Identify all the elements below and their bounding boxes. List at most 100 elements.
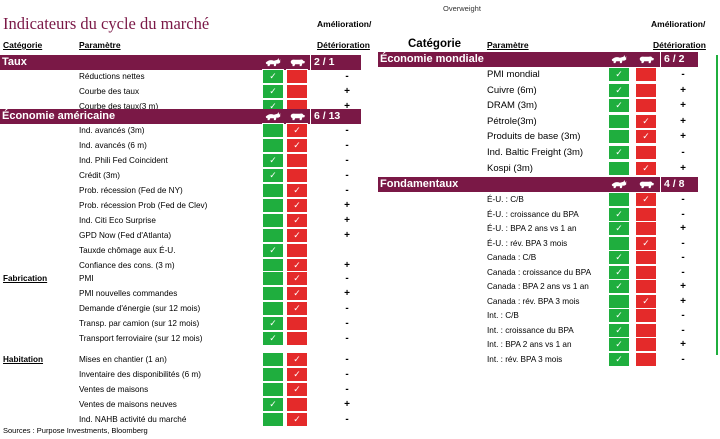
left-section-ratio: 6 / 13 [314,110,341,122]
bull-icon [262,55,284,70]
check-icon: ✓ [262,69,284,84]
right-section-name: Fondamentaux [380,178,459,190]
check-icon: ✓ [286,286,308,301]
check-icon: ✓ [262,331,284,346]
left-section-header: Économie américaine 6 / 13 [0,109,361,124]
overweight-label: Overweight [443,4,481,13]
left-param-label: Courbe des taux(3 m) [79,102,159,111]
trend-indicator: - [681,147,685,158]
trend-indicator: + [344,260,350,271]
source-note: Sources : Purpose Investments, Bloomberg [3,426,148,435]
trend-indicator: - [345,384,349,395]
trend-indicator: + [344,215,350,226]
left-param-label: Confiance des cons. (3 m) [79,261,175,270]
check-icon: ✓ [286,123,308,138]
trend-indicator: - [681,354,685,365]
left-section-name: Taux [2,56,27,68]
check-icon: ✓ [608,207,630,222]
deterioration-cell [635,207,657,222]
deterioration-cell [286,168,308,183]
trend-indicator: + [680,116,686,127]
check-icon: ✓ [286,367,308,382]
page-title: Indicateurs du cycle du marché [3,14,210,33]
left-deterioration-header: Détérioration [317,40,370,50]
check-icon: ✓ [286,301,308,316]
left-param-label: Ind. avancés (6 m) [79,141,147,150]
check-icon: ✓ [635,192,657,207]
left-param-label: Inventaire des disponibilités (6 m) [79,370,201,379]
check-icon: ✓ [286,183,308,198]
check-icon: ✓ [608,352,630,367]
trend-indicator: - [345,369,349,380]
deterioration-cell [286,69,308,84]
check-icon: ✓ [286,213,308,228]
improvement-cell [262,198,284,213]
check-icon: ✓ [608,323,630,338]
trend-indicator: - [345,140,349,151]
deterioration-cell [635,250,657,265]
trend-indicator: - [345,303,349,314]
trend-indicator: - [345,170,349,181]
trend-indicator: - [345,414,349,425]
improvement-cell [608,236,630,251]
trend-indicator: - [681,238,685,249]
right-param-label: É-U. : rév. BPA 3 mois [487,239,568,248]
check-icon: ✓ [635,114,657,129]
right-param-label: Canada : croissance du BPA [487,268,592,277]
left-param-label: Courbe des taux [79,87,140,96]
bear-icon [286,109,308,124]
trend-indicator: - [345,318,349,329]
trend-indicator: - [345,354,349,365]
improvement-cell [262,213,284,228]
trend-indicator: - [681,209,685,220]
right-param-label: Kospi (3m) [487,163,533,174]
left-param-label: Réductions nettes [79,72,145,81]
left-categorie-header: Catégorie [3,40,43,50]
deterioration-cell [635,279,657,294]
left-param-label: Prob. récession Prob (Fed de Clev) [79,201,208,210]
left-section-name: Économie américaine [2,110,116,122]
right-param-label: É-U. : BPA 2 ans vs 1 an [487,224,577,233]
left-param-label: Ind. avancés (3m) [79,126,145,135]
deterioration-cell [286,243,308,258]
left-param-label: Crédit (3m) [79,171,120,180]
right-param-label: Ind. Baltic Freight (3m) [487,147,584,158]
check-icon: ✓ [608,67,630,82]
bull-icon [608,52,630,67]
left-section-ratio: 2 / 1 [314,56,335,68]
right-section-ratio: 6 / 2 [664,53,685,65]
trend-indicator: - [345,155,349,166]
deterioration-cell [635,221,657,236]
left-subcategory: Fabrication [3,274,48,283]
right-param-label: É-U. : croissance du BPA [487,210,579,219]
trend-indicator: + [680,296,686,307]
improvement-cell [608,294,630,309]
check-icon: ✓ [286,138,308,153]
deterioration-cell [635,323,657,338]
improvement-cell [262,271,284,286]
improvement-cell [262,123,284,138]
improvement-cell [262,183,284,198]
left-param-label: Ventes de maisons neuves [79,400,177,409]
right-param-label: Int. : C/B [487,311,519,320]
deterioration-cell [635,145,657,160]
right-ratio-box [660,52,698,67]
check-icon: ✓ [608,83,630,98]
improvement-cell [262,138,284,153]
trend-indicator: + [680,281,686,292]
check-icon: ✓ [608,279,630,294]
right-param-label: Int. : BPA 2 ans vs 1 an [487,340,572,349]
deterioration-cell [635,83,657,98]
left-subcategory: Habitation [3,355,44,364]
check-icon: ✓ [608,221,630,236]
improvement-cell [262,301,284,316]
trend-indicator: - [681,310,685,321]
deterioration-cell [635,337,657,352]
trend-indicator: - [681,69,685,80]
improvement-cell [262,286,284,301]
check-icon: ✓ [286,228,308,243]
left-param-label: Prob. récession (Fed de NY) [79,186,183,195]
check-icon: ✓ [635,161,657,176]
improvement-cell [262,382,284,397]
left-param-label: Tauxde chômage aux É-U. [79,246,176,255]
